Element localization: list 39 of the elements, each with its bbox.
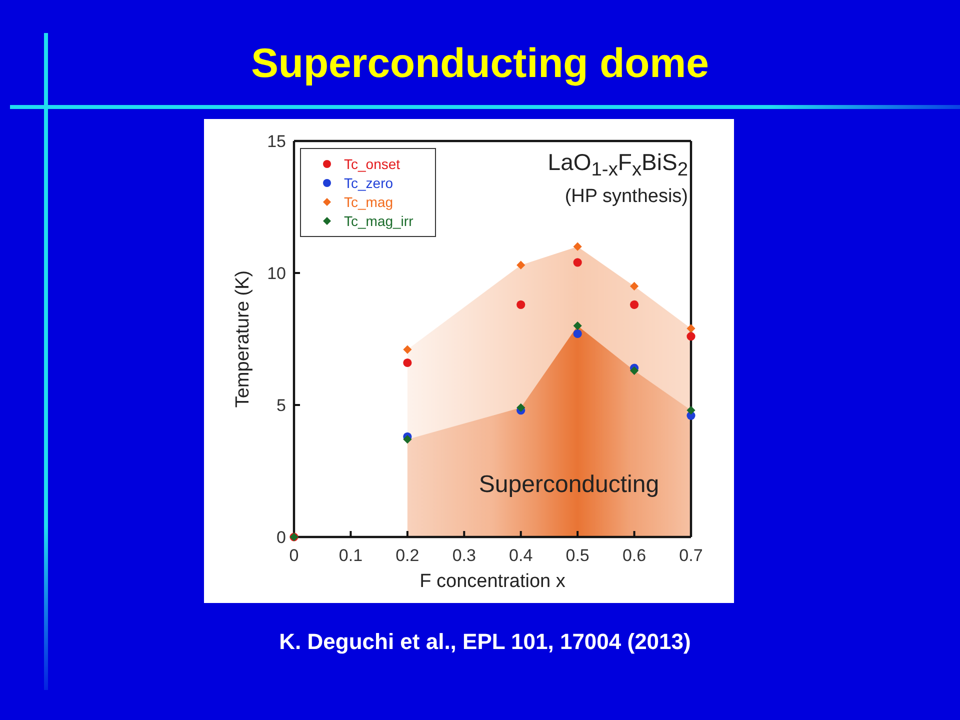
legend-label: Tc_zero [344, 174, 394, 190]
point [573, 322, 582, 330]
point [573, 258, 582, 267]
y-axis-title: Temperature (K) [232, 270, 254, 408]
chart-title: Superconducting dome [250, 40, 710, 86]
point [630, 366, 639, 375]
legend-label: Tc_onset [344, 156, 400, 172]
point [686, 332, 696, 341]
annotation: (HP synthesis) [564, 186, 688, 208]
point [686, 324, 696, 333]
annotation: LaO$_{1-x}$F$_{x}$BiS$_{2}$ [548, 149, 688, 182]
point [516, 260, 526, 270]
point [630, 300, 639, 309]
legend-label: Tc_mag_irr [344, 212, 414, 228]
point [573, 329, 582, 338]
y-tick-label: 15 [267, 132, 286, 152]
point [516, 300, 526, 309]
y-tick-label: 0 [276, 528, 286, 548]
x-tick-label: 0.5 [566, 546, 590, 566]
text: K. Deguchi et al., EPL 101, 17004 (2013) [278, 629, 692, 654]
point [403, 345, 412, 354]
point [686, 406, 696, 415]
x-tick-label: 0.7 [679, 546, 703, 566]
point [516, 403, 526, 412]
x-axis-title: F concentration x [420, 571, 566, 592]
x-tick-label: 0.3 [452, 546, 476, 566]
y-tick-label: 5 [276, 396, 286, 416]
point [573, 242, 582, 251]
point [403, 435, 412, 444]
x-tick-label: 0.4 [509, 546, 533, 566]
x-tick-label: 0.2 [396, 546, 420, 566]
legend-label: Tc_mag [344, 194, 394, 210]
x-tick-label: 0 [289, 546, 299, 566]
y-tick-label: 10 [267, 264, 286, 284]
point [630, 282, 639, 290]
x-tick-label: 0.6 [622, 546, 646, 566]
annotation: Superconducting [478, 471, 660, 498]
point [403, 358, 412, 368]
x-tick-label: 0.1 [338, 546, 363, 566]
